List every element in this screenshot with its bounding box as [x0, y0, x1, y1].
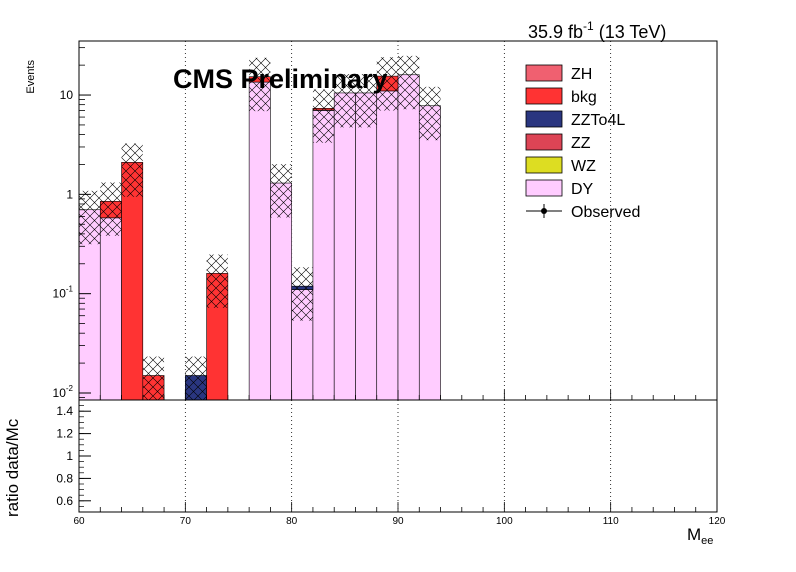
bar-dy — [418, 105, 441, 401]
legend-label: bkg — [571, 89, 597, 106]
legend-marker-dot — [541, 208, 547, 214]
legend-label: ZH — [571, 66, 592, 83]
x-tick-label: 70 — [180, 516, 192, 527]
x-tick-label: 110 — [603, 516, 619, 527]
uncertainty-bin — [334, 74, 356, 128]
y-tick-label: 10 — [60, 88, 74, 102]
legend-swatch-bkg — [525, 87, 563, 105]
uncertainty-bin — [312, 89, 335, 143]
top-y-axis: 10-2 10-1 1 10 — [53, 47, 91, 400]
uncertainty-bin — [249, 57, 271, 112]
legend-label: DY — [571, 181, 594, 198]
lumi-label: 35.9 fb-1 (13 TeV) — [528, 19, 666, 42]
stacked-histogram — [78, 74, 441, 401]
ratio-y-tick-label: 0.8 — [56, 471, 73, 485]
top-x-ticks — [78, 390, 718, 400]
ratio-y-tick-label: 1 — [66, 449, 73, 463]
uncertainty-bin — [142, 356, 165, 400]
bar-dy — [99, 217, 122, 401]
ratio-y-axis: 0.6 0.8 1 1.2 1.4 — [56, 404, 91, 508]
legend-label: ZZTo4L — [571, 112, 625, 129]
uncertainty-bin — [376, 57, 398, 111]
x-tick-label: 80 — [286, 516, 298, 527]
legend-label: Observed — [571, 204, 640, 221]
bar-dy — [312, 110, 335, 401]
bar-dy — [376, 90, 399, 401]
x-tick-label: 120 — [709, 516, 726, 527]
y-tick-label: 10-1 — [53, 285, 74, 301]
ratio-x-axis: 60 70 80 90 100 110 120 — [73, 502, 726, 527]
uncertainty-bin — [355, 74, 377, 128]
bar-bkg — [121, 162, 144, 401]
cms-preliminary-label: CMS Preliminary — [173, 64, 388, 94]
bar-dy — [397, 74, 420, 401]
y-tick-label: 10-2 — [53, 384, 74, 400]
uncertainty-bin — [121, 143, 143, 197]
legend-swatch-wz — [525, 156, 563, 174]
bar-dy — [248, 81, 271, 401]
legend-swatch-dy — [525, 179, 563, 197]
legend-swatch-zzto4l — [525, 110, 563, 128]
uncertainty-bin — [206, 254, 228, 308]
ratio-y-tick-label: 1.4 — [56, 404, 73, 418]
uncertainty-bin — [270, 164, 292, 218]
legend-swatch-zh — [525, 64, 563, 82]
y-axis-label: Events — [25, 60, 37, 94]
uncertainty-bin — [185, 356, 207, 400]
ratio-grid — [184, 400, 612, 512]
x-tick-label: 60 — [73, 516, 85, 527]
ratio-y-tick-label: 0.6 — [56, 494, 73, 508]
x-tick-label: 100 — [496, 516, 513, 527]
legend-label: ZZ — [571, 135, 591, 152]
bar-dy — [355, 92, 378, 401]
ratio-y-tick-label: 1.2 — [56, 427, 73, 441]
x-tick-label: 90 — [392, 516, 404, 527]
uncertainty-bin — [291, 267, 313, 321]
uncertainty-bin — [419, 86, 441, 141]
ratio-y-axis-label: ratio data/Mc — [3, 418, 22, 517]
legend: ZH bkg ZZTo4L ZZ WZ DY Observed — [525, 64, 640, 221]
uncertainty-bin — [398, 55, 420, 110]
legend-swatch-zz — [525, 133, 563, 151]
uncertainty-bin — [100, 182, 122, 236]
y-tick-label: 1 — [66, 187, 73, 201]
legend-label: WZ — [571, 158, 596, 175]
x-axis-label: Mee — [687, 525, 713, 547]
bar-dy — [333, 92, 356, 401]
